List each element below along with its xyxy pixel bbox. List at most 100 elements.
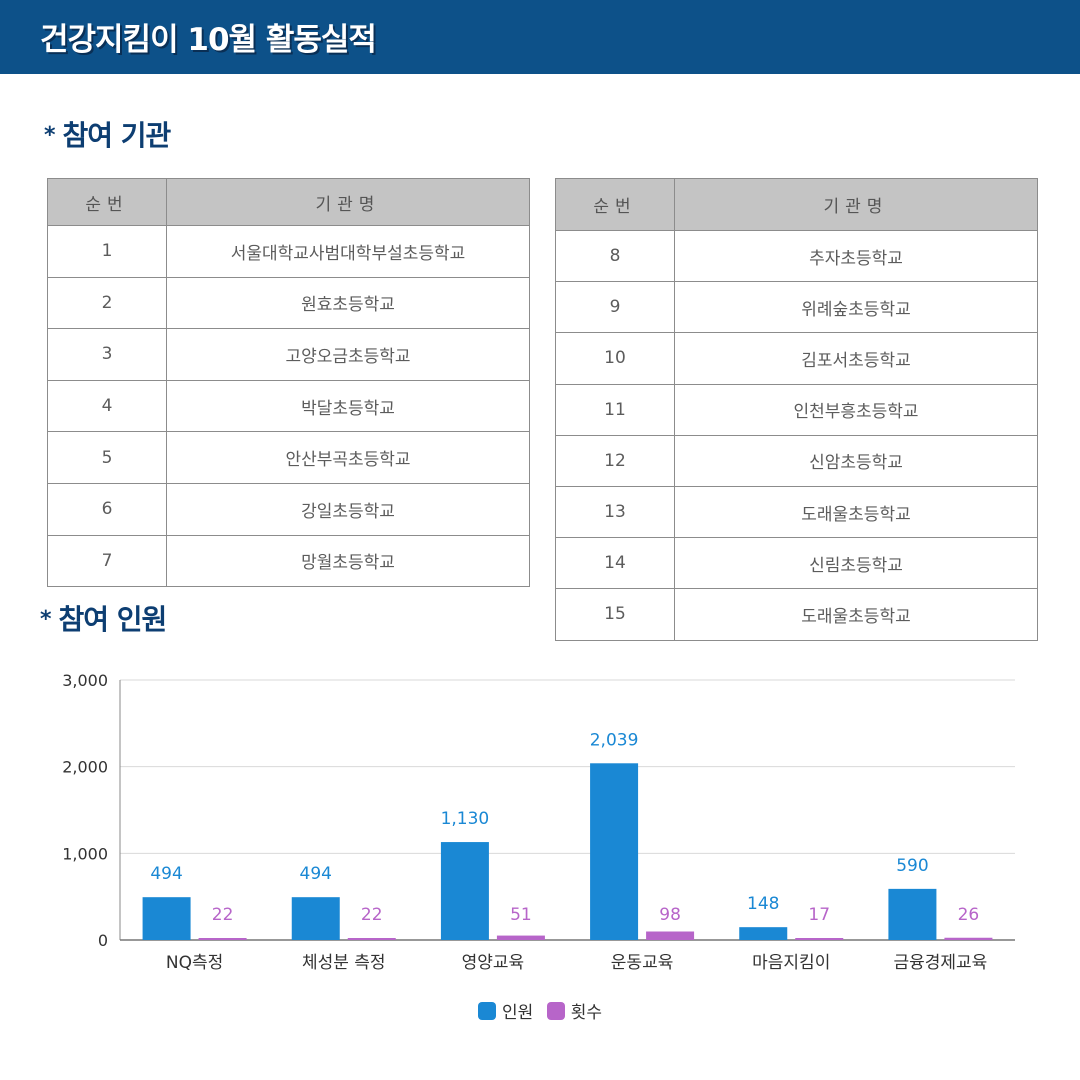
org-name: 안산부곡초등학교 bbox=[166, 431, 530, 484]
asterisk-icon: * bbox=[44, 123, 55, 148]
y-tick-label: 3,000 bbox=[62, 671, 108, 690]
legend-swatch-people bbox=[478, 1002, 497, 1020]
table-row: 6 강일초등학교 bbox=[47, 482, 530, 536]
bar-count bbox=[198, 938, 247, 940]
legend-item-count: 횟수 bbox=[546, 998, 602, 1023]
row-number: 7 bbox=[47, 534, 167, 588]
bar-people bbox=[888, 888, 937, 940]
data-label: 494 bbox=[150, 864, 182, 884]
x-tick-label: 마음지킴이 bbox=[752, 953, 830, 973]
org-name: 강일초등학교 bbox=[166, 482, 530, 536]
section-title-people-label: 참여 인원 bbox=[58, 603, 168, 636]
section-title-people: * 참여 인원 bbox=[40, 598, 168, 638]
row-number: 1 bbox=[47, 225, 167, 278]
row-number: 6 bbox=[47, 482, 167, 536]
y-tick-label: 2,000 bbox=[62, 758, 108, 777]
data-label: 22 bbox=[212, 905, 234, 925]
column-header-name: 기관명 bbox=[166, 178, 530, 226]
row-number: 9 bbox=[555, 281, 675, 334]
table-row: 4 박달초등학교 bbox=[47, 379, 530, 433]
org-name: 신암초등학교 bbox=[674, 434, 1038, 487]
org-name: 신림초등학교 bbox=[674, 537, 1038, 590]
table-row: 2 원효초등학교 bbox=[47, 276, 530, 330]
asterisk-icon: * bbox=[40, 607, 51, 632]
data-label: 26 bbox=[958, 905, 980, 925]
row-number: 5 bbox=[47, 431, 167, 484]
org-name: 박달초등학교 bbox=[166, 379, 530, 433]
org-name: 인천부흥초등학교 bbox=[674, 383, 1038, 436]
table-row: 11 인천부흥초등학교 bbox=[555, 383, 1038, 436]
row-number: 4 bbox=[47, 379, 167, 433]
bar-count bbox=[646, 931, 695, 940]
org-name: 위례숲초등학교 bbox=[674, 281, 1038, 334]
bar-people bbox=[291, 897, 340, 940]
section-title-org-label: 참여 기관 bbox=[62, 119, 172, 152]
data-label: 98 bbox=[659, 905, 681, 925]
column-header-name: 기관명 bbox=[674, 178, 1038, 231]
bar-people bbox=[590, 763, 639, 940]
x-tick-label: 체성분 측정 bbox=[302, 953, 386, 973]
table-header-row: 순번 기관명 bbox=[555, 178, 1038, 231]
bar-count bbox=[347, 938, 396, 940]
org-name: 망월초등학교 bbox=[166, 534, 530, 588]
org-name: 서울대학교사범대학부설초등학교 bbox=[166, 225, 530, 278]
org-name: 추자초등학교 bbox=[674, 229, 1038, 283]
table-row: 1 서울대학교사범대학부설초등학교 bbox=[47, 225, 530, 278]
header-bar: 건강지킴이 10월 활동실적 bbox=[0, 0, 1080, 74]
org-name: 고양오금초등학교 bbox=[166, 328, 530, 381]
table-header-row: 순번 기관명 bbox=[47, 178, 530, 226]
org-name: 원효초등학교 bbox=[166, 276, 530, 330]
data-label: 2,039 bbox=[590, 730, 639, 750]
org-table-right: 순번 기관명 8 추자초등학교 9 위례숲초등학교 10 김포서초등학교 11 인천부흥초등학… bbox=[555, 178, 1038, 641]
y-tick-label: 1,000 bbox=[62, 844, 108, 863]
table-row: 8 추자초등학교 bbox=[555, 229, 1038, 283]
chart-legend: 인원 횟수 bbox=[0, 998, 1080, 1023]
bar-count bbox=[496, 935, 545, 940]
table-row: 9 위례숲초등학교 bbox=[555, 281, 1038, 334]
bar-people bbox=[440, 842, 489, 940]
y-tick-label: 0 bbox=[98, 931, 108, 950]
bar-count bbox=[944, 937, 993, 940]
data-label: 1,130 bbox=[441, 809, 490, 829]
table-row: 13 도래울초등학교 bbox=[555, 485, 1038, 539]
x-tick-label: 영양교육 bbox=[462, 953, 525, 973]
column-header-no: 순번 bbox=[47, 178, 167, 226]
row-number: 13 bbox=[555, 485, 675, 539]
table-row: 7 망월초등학교 bbox=[47, 534, 530, 588]
row-number: 11 bbox=[555, 383, 675, 436]
bar-count bbox=[795, 938, 844, 940]
org-name: 도래울초등학교 bbox=[674, 588, 1038, 641]
page-title: 건강지킴이 10월 활동실적 bbox=[40, 22, 377, 58]
row-number: 2 bbox=[47, 276, 167, 330]
row-number: 8 bbox=[555, 229, 675, 283]
legend-swatch-count bbox=[546, 1002, 565, 1020]
bar-people bbox=[739, 927, 788, 940]
x-tick-label: 금융경제교육 bbox=[893, 953, 987, 973]
legend-label-count: 횟수 bbox=[570, 1003, 602, 1023]
data-label: 51 bbox=[510, 905, 532, 925]
row-number: 15 bbox=[555, 588, 675, 641]
org-name: 도래울초등학교 bbox=[674, 485, 1038, 539]
table-row: 3 고양오금초등학교 bbox=[47, 328, 530, 381]
table-row: 10 김포서초등학교 bbox=[555, 332, 1038, 385]
data-label: 148 bbox=[747, 894, 779, 914]
row-number: 12 bbox=[555, 434, 675, 487]
table-row: 15 도래울초등학교 bbox=[555, 588, 1038, 641]
participation-bar-chart: 0 1,000 2,000 3,000 494 22 NQ측정 494 22 체성분 측정 1,13… bbox=[62, 671, 1015, 973]
org-table-left: 순번 기관명 1 서울대학교사범대학부설초등학교 2 원효초등학교 3 고양오금초등학교 4… bbox=[47, 178, 530, 588]
row-number: 14 bbox=[555, 537, 675, 590]
row-number: 10 bbox=[555, 332, 675, 385]
data-label: 590 bbox=[896, 856, 928, 876]
legend-item-people: 인원 bbox=[478, 998, 533, 1023]
legend-label-people: 인원 bbox=[502, 1003, 534, 1023]
x-tick-label: 운동교육 bbox=[611, 953, 674, 973]
table-row: 12 신암초등학교 bbox=[555, 434, 1038, 487]
section-title-org: * 참여 기관 bbox=[44, 114, 172, 154]
bar-people bbox=[142, 897, 191, 940]
x-tick-label: NQ측정 bbox=[166, 953, 223, 973]
row-number: 3 bbox=[47, 328, 167, 381]
column-header-no: 순번 bbox=[555, 178, 675, 231]
data-label: 17 bbox=[808, 905, 830, 925]
data-label: 494 bbox=[300, 864, 332, 884]
data-label: 22 bbox=[361, 905, 383, 925]
